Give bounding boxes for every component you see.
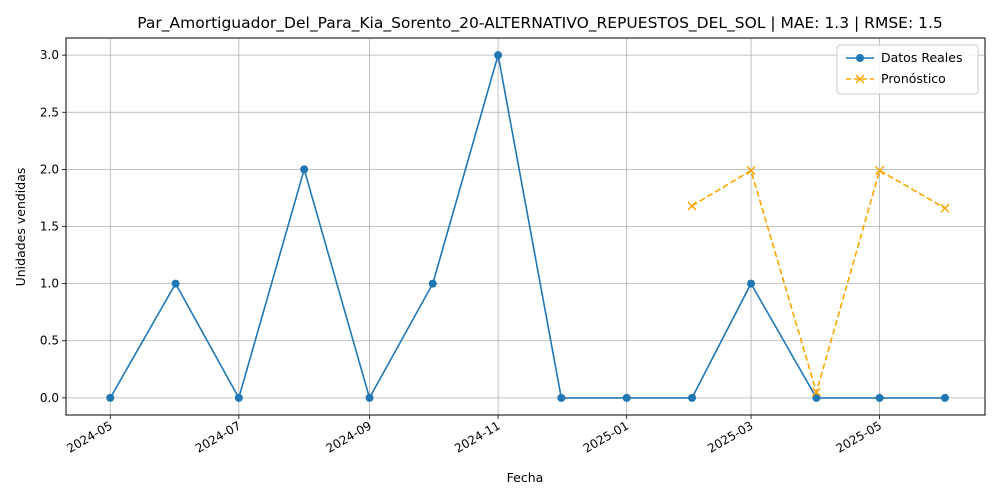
data-point xyxy=(940,393,949,402)
data-point xyxy=(365,393,374,402)
data-point xyxy=(234,393,243,402)
data-point xyxy=(428,279,437,288)
chart-title: Par_Amortiguador_Del_Para_Kia_Sorento_20… xyxy=(137,14,943,33)
y-tick-label: 2.5 xyxy=(40,105,59,119)
data-point xyxy=(300,165,309,174)
forecast-point xyxy=(746,165,756,176)
series-line-1 xyxy=(691,169,946,396)
forecast-point xyxy=(875,165,885,176)
legend: Datos Reales Pronóstico xyxy=(836,44,979,95)
legend-label-pronostico: Pronóstico xyxy=(881,71,946,86)
data-point xyxy=(747,279,756,288)
y-tick-label: 1.0 xyxy=(40,277,59,291)
data-point xyxy=(812,393,821,402)
x-axis-label: Fecha xyxy=(507,470,544,485)
y-axis-label: Unidades vendidas xyxy=(13,168,28,287)
x-tick-label: 2024-07 xyxy=(193,418,243,455)
y-tick-label: 0.0 xyxy=(40,391,59,405)
forecast-point xyxy=(687,201,697,211)
legend-label-datos-reales: Datos Reales xyxy=(881,50,962,65)
legend-marker-datos-reales xyxy=(856,54,864,62)
data-point xyxy=(622,393,631,402)
grid xyxy=(66,38,985,415)
data-point xyxy=(106,393,115,402)
y-tick-label: 2.0 xyxy=(40,162,59,176)
x-tick-label: 2024-11 xyxy=(452,418,502,455)
forecast-point xyxy=(940,203,950,213)
x-tick-label: 2024-09 xyxy=(324,418,374,455)
y-axis: 0.0 0.5 1.0 1.5 2.0 2.5 3.0 xyxy=(40,48,66,405)
series-layer xyxy=(106,51,950,402)
data-point xyxy=(494,51,503,60)
x-tick-label: 2025-03 xyxy=(705,418,755,455)
series-line-0 xyxy=(109,54,945,400)
forecast-point xyxy=(811,387,821,397)
y-tick-label: 3.0 xyxy=(40,48,59,62)
y-tick-label: 0.5 xyxy=(40,334,59,348)
data-point xyxy=(875,393,884,402)
x-tick-label: 2025-05 xyxy=(834,418,884,455)
y-tick-label: 1.5 xyxy=(40,220,59,234)
x-tick-label: 2024-05 xyxy=(64,418,114,455)
x-tick-label: 2025-01 xyxy=(581,418,631,455)
data-point xyxy=(688,393,697,402)
legend-marker-pronostico xyxy=(855,74,865,84)
data-point xyxy=(557,393,566,402)
x-axis: 2024-05 2024-07 2024-09 2024-11 2025-01 2025-… xyxy=(64,415,884,456)
data-point xyxy=(171,279,180,288)
